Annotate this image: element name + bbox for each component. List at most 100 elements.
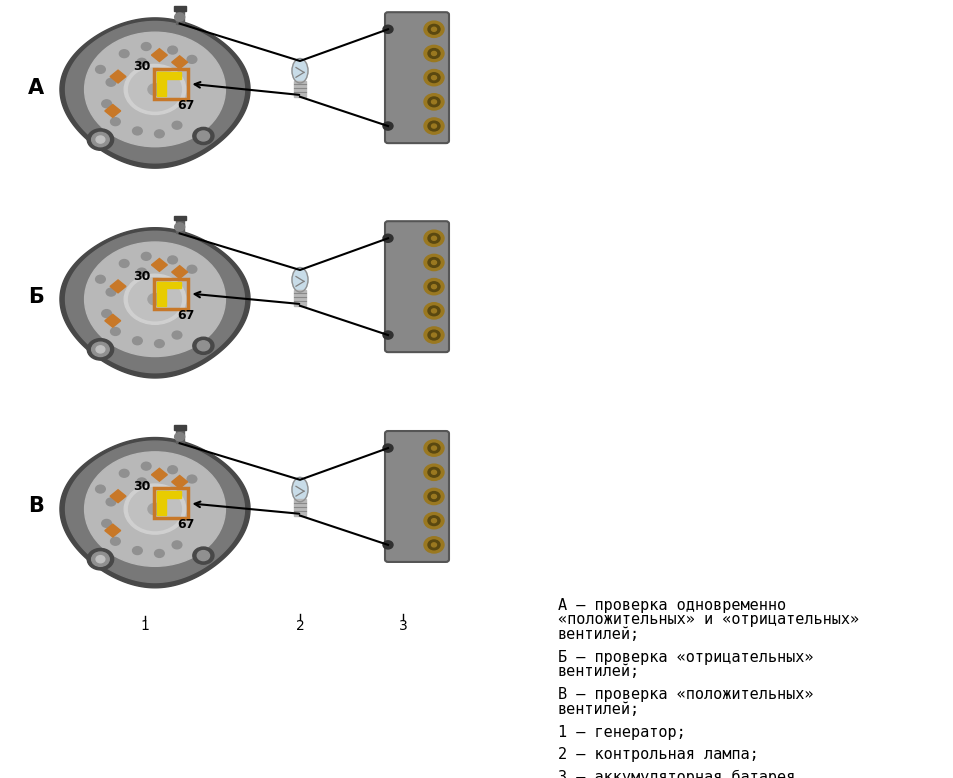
Circle shape <box>431 495 436 499</box>
Circle shape <box>137 478 147 485</box>
Polygon shape <box>172 475 188 489</box>
Text: 3 – аккумуляторная батарея: 3 – аккумуляторная батарея <box>558 770 795 778</box>
Text: вентилей;: вентилей; <box>558 702 639 717</box>
Circle shape <box>141 252 151 261</box>
Circle shape <box>428 492 439 501</box>
Circle shape <box>428 121 439 131</box>
Circle shape <box>137 58 147 66</box>
Circle shape <box>124 65 186 114</box>
Circle shape <box>431 309 436 313</box>
Circle shape <box>124 484 186 534</box>
Bar <box>154 279 188 309</box>
Bar <box>294 499 306 516</box>
Circle shape <box>428 282 439 292</box>
Circle shape <box>423 93 443 110</box>
Circle shape <box>106 79 115 86</box>
Text: 2: 2 <box>295 619 304 633</box>
Circle shape <box>431 237 436 240</box>
Text: 30: 30 <box>133 480 151 492</box>
Circle shape <box>174 223 185 231</box>
FancyArrowPatch shape <box>194 292 299 304</box>
Text: А – проверка одновременно: А – проверка одновременно <box>558 598 785 613</box>
Circle shape <box>172 541 182 548</box>
Text: 2 – контрольная лампа;: 2 – контрольная лампа; <box>558 748 758 762</box>
Text: Б – проверка «отрицательных»: Б – проверка «отрицательных» <box>558 650 813 664</box>
Circle shape <box>423 254 443 271</box>
Circle shape <box>172 331 182 339</box>
Circle shape <box>423 327 443 343</box>
Bar <box>175 9 183 23</box>
Circle shape <box>148 503 162 515</box>
Circle shape <box>193 547 213 564</box>
Bar <box>294 289 306 306</box>
Circle shape <box>428 97 439 107</box>
Circle shape <box>96 555 105 562</box>
Circle shape <box>423 69 443 86</box>
Circle shape <box>423 489 443 505</box>
Circle shape <box>87 548 113 570</box>
Circle shape <box>87 338 113 360</box>
Circle shape <box>132 337 142 345</box>
Circle shape <box>428 48 439 58</box>
Circle shape <box>197 131 210 141</box>
Bar <box>154 489 188 518</box>
Circle shape <box>129 278 181 321</box>
Circle shape <box>119 50 129 58</box>
Polygon shape <box>66 441 244 583</box>
Text: В: В <box>28 496 44 516</box>
Circle shape <box>187 475 196 483</box>
Circle shape <box>111 117 120 125</box>
Circle shape <box>111 328 120 335</box>
Circle shape <box>91 552 110 566</box>
Polygon shape <box>152 258 167 272</box>
Circle shape <box>174 433 185 441</box>
Bar <box>157 492 181 498</box>
Circle shape <box>431 519 436 523</box>
Text: «положительных» и «отрицательных»: «положительных» и «отрицательных» <box>558 612 859 627</box>
Circle shape <box>431 285 436 289</box>
Circle shape <box>95 275 105 283</box>
Circle shape <box>168 466 177 474</box>
Circle shape <box>111 538 120 545</box>
Circle shape <box>85 452 225 566</box>
Circle shape <box>174 13 185 21</box>
Circle shape <box>102 520 112 527</box>
Text: 30: 30 <box>133 270 151 283</box>
Circle shape <box>423 537 443 553</box>
Circle shape <box>431 27 436 31</box>
Circle shape <box>423 440 443 456</box>
Circle shape <box>187 55 196 63</box>
Circle shape <box>132 127 142 135</box>
Circle shape <box>85 32 225 147</box>
Bar <box>157 492 166 515</box>
Circle shape <box>428 540 439 550</box>
Polygon shape <box>110 280 126 293</box>
Circle shape <box>428 306 439 316</box>
Circle shape <box>193 337 213 354</box>
Bar <box>157 72 181 79</box>
Bar <box>157 72 166 96</box>
Polygon shape <box>172 56 188 68</box>
Bar <box>173 426 186 430</box>
Text: вентилей;: вентилей; <box>558 664 639 679</box>
Circle shape <box>431 51 436 55</box>
Polygon shape <box>152 49 167 61</box>
Circle shape <box>154 130 164 138</box>
Circle shape <box>102 100 112 107</box>
Polygon shape <box>110 70 126 83</box>
Bar <box>154 68 188 99</box>
Circle shape <box>428 516 439 526</box>
Polygon shape <box>152 468 167 481</box>
Circle shape <box>423 303 443 319</box>
Circle shape <box>91 132 110 147</box>
FancyArrowPatch shape <box>194 502 299 513</box>
Circle shape <box>87 129 113 150</box>
Text: 67: 67 <box>177 99 194 112</box>
Bar <box>157 282 181 289</box>
Text: вентилей;: вентилей; <box>558 627 639 642</box>
Bar <box>175 429 183 443</box>
Ellipse shape <box>292 478 308 502</box>
Polygon shape <box>66 231 244 373</box>
Circle shape <box>423 464 443 481</box>
Circle shape <box>141 462 151 470</box>
